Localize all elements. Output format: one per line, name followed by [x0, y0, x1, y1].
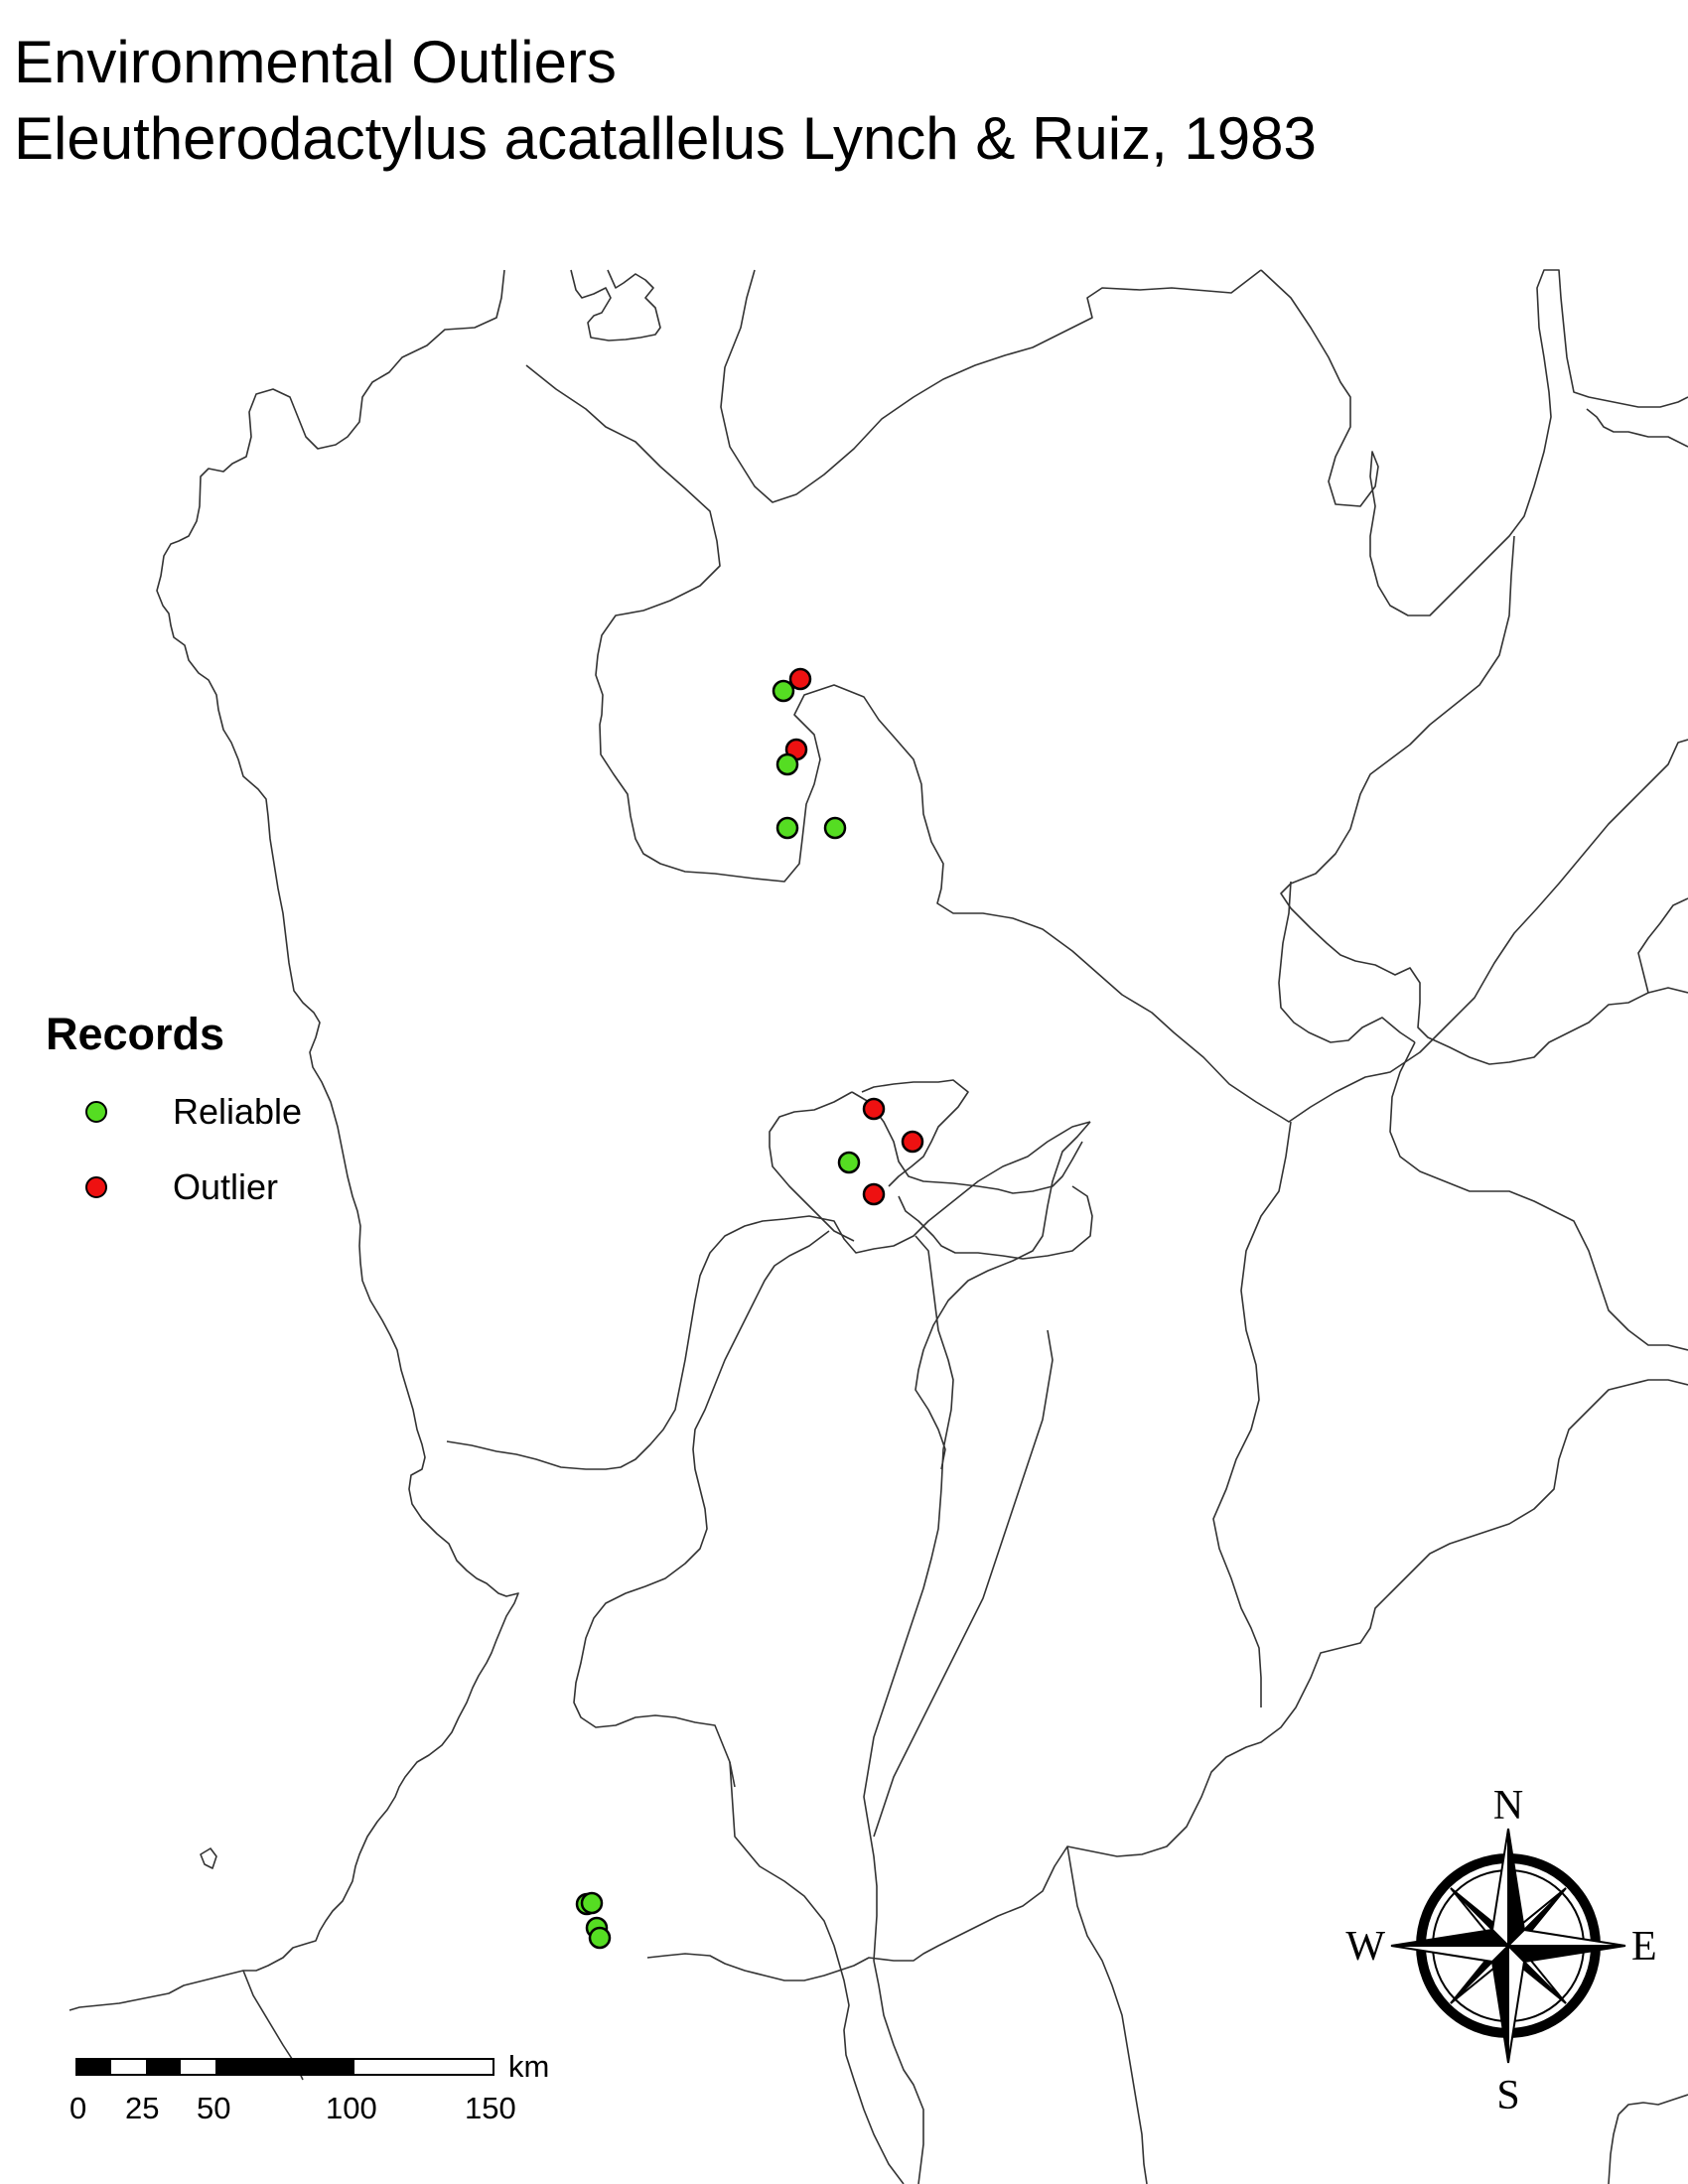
- record-point-outlier: [901, 1130, 924, 1154]
- coastline: [69, 269, 519, 2011]
- boundary-q: [769, 1091, 855, 1242]
- admin-boundaries: [69, 269, 1688, 2184]
- boundary-j: [646, 1379, 1688, 1981]
- scale-tick-150: 150: [465, 2091, 516, 2125]
- record-point-reliable: [775, 816, 799, 840]
- boundary-d: [1586, 408, 1688, 448]
- compass-cardinal-points: [1390, 1828, 1626, 2064]
- boundary-u: [1066, 1845, 1148, 2184]
- legend-label-outlier: Outlier: [173, 1166, 279, 1207]
- boundary-x: [1618, 2094, 1688, 2116]
- coast-peninsula: [570, 269, 661, 341]
- boundary-k: [863, 1235, 954, 1962]
- boundary-h: [1389, 1041, 1688, 1351]
- boundary-g: [1637, 897, 1688, 994]
- map-title: Environmental Outliers: [14, 29, 617, 95]
- boundary-b: [720, 269, 1262, 503]
- legend-swatch-reliable: [85, 1101, 107, 1123]
- boundary-o: [861, 1079, 969, 1187]
- boundary-l: [914, 1121, 1091, 1470]
- record-point-outlier: [788, 667, 812, 691]
- boundary-p: [898, 1185, 1093, 1260]
- scale-tick-0: 0: [70, 2091, 87, 2125]
- compass-rose: N S E W: [1345, 1783, 1657, 2118]
- boundary-r: [573, 1230, 830, 1788]
- boundary-n: [851, 1091, 1083, 1194]
- legend-swatch-outlier: [85, 1176, 107, 1198]
- legend-item-reliable: Reliable: [85, 1091, 302, 1132]
- legend-item-outlier: Outlier: [85, 1166, 278, 1207]
- scale-tick-25: 25: [125, 2091, 160, 2125]
- record-point-reliable: [588, 1926, 612, 1950]
- record-point-outlier: [862, 1097, 886, 1121]
- record-point-reliable: [580, 1891, 604, 1915]
- scale-unit: km: [508, 2049, 550, 2084]
- scale-bar-graphic: [75, 2058, 494, 2076]
- occurrence-points: [575, 667, 924, 1950]
- boundary-m: [446, 1121, 1091, 1470]
- boundary-t: [873, 1329, 1054, 1838]
- compass-west-label: W: [1345, 1924, 1385, 1970]
- compass-north-label: N: [1493, 1783, 1523, 1829]
- boundary-s: [729, 1761, 905, 2184]
- boundary-e: [1280, 535, 1688, 1065]
- record-point-reliable: [775, 752, 799, 776]
- boundary-i: [1212, 1121, 1292, 1707]
- boundary-v: [873, 1960, 924, 2184]
- record-point-reliable: [837, 1151, 861, 1174]
- scale-bar: 0 25 50 100 150 km: [70, 2049, 651, 2168]
- record-point-reliable: [772, 679, 795, 703]
- boundary-a: [525, 364, 1688, 1123]
- legend-label-reliable: Reliable: [173, 1091, 303, 1132]
- record-point-outlier: [862, 1182, 886, 1206]
- boundary-c: [1260, 269, 1688, 616]
- compass-east-label: E: [1631, 1924, 1657, 1970]
- boundary-y: [1608, 2114, 1619, 2184]
- scale-tick-50: 50: [197, 2091, 231, 2125]
- record-point-reliable: [823, 816, 847, 840]
- compass-south-label: S: [1496, 2073, 1519, 2118]
- boundary-f: [1278, 881, 1416, 1043]
- coast-island: [200, 1847, 217, 1869]
- legend-title: Records: [46, 1009, 225, 1059]
- scale-tick-100: 100: [326, 2091, 377, 2125]
- map-subtitle-species: Eleutherodactylus acatallelus Lynch & Ru…: [14, 105, 1317, 172]
